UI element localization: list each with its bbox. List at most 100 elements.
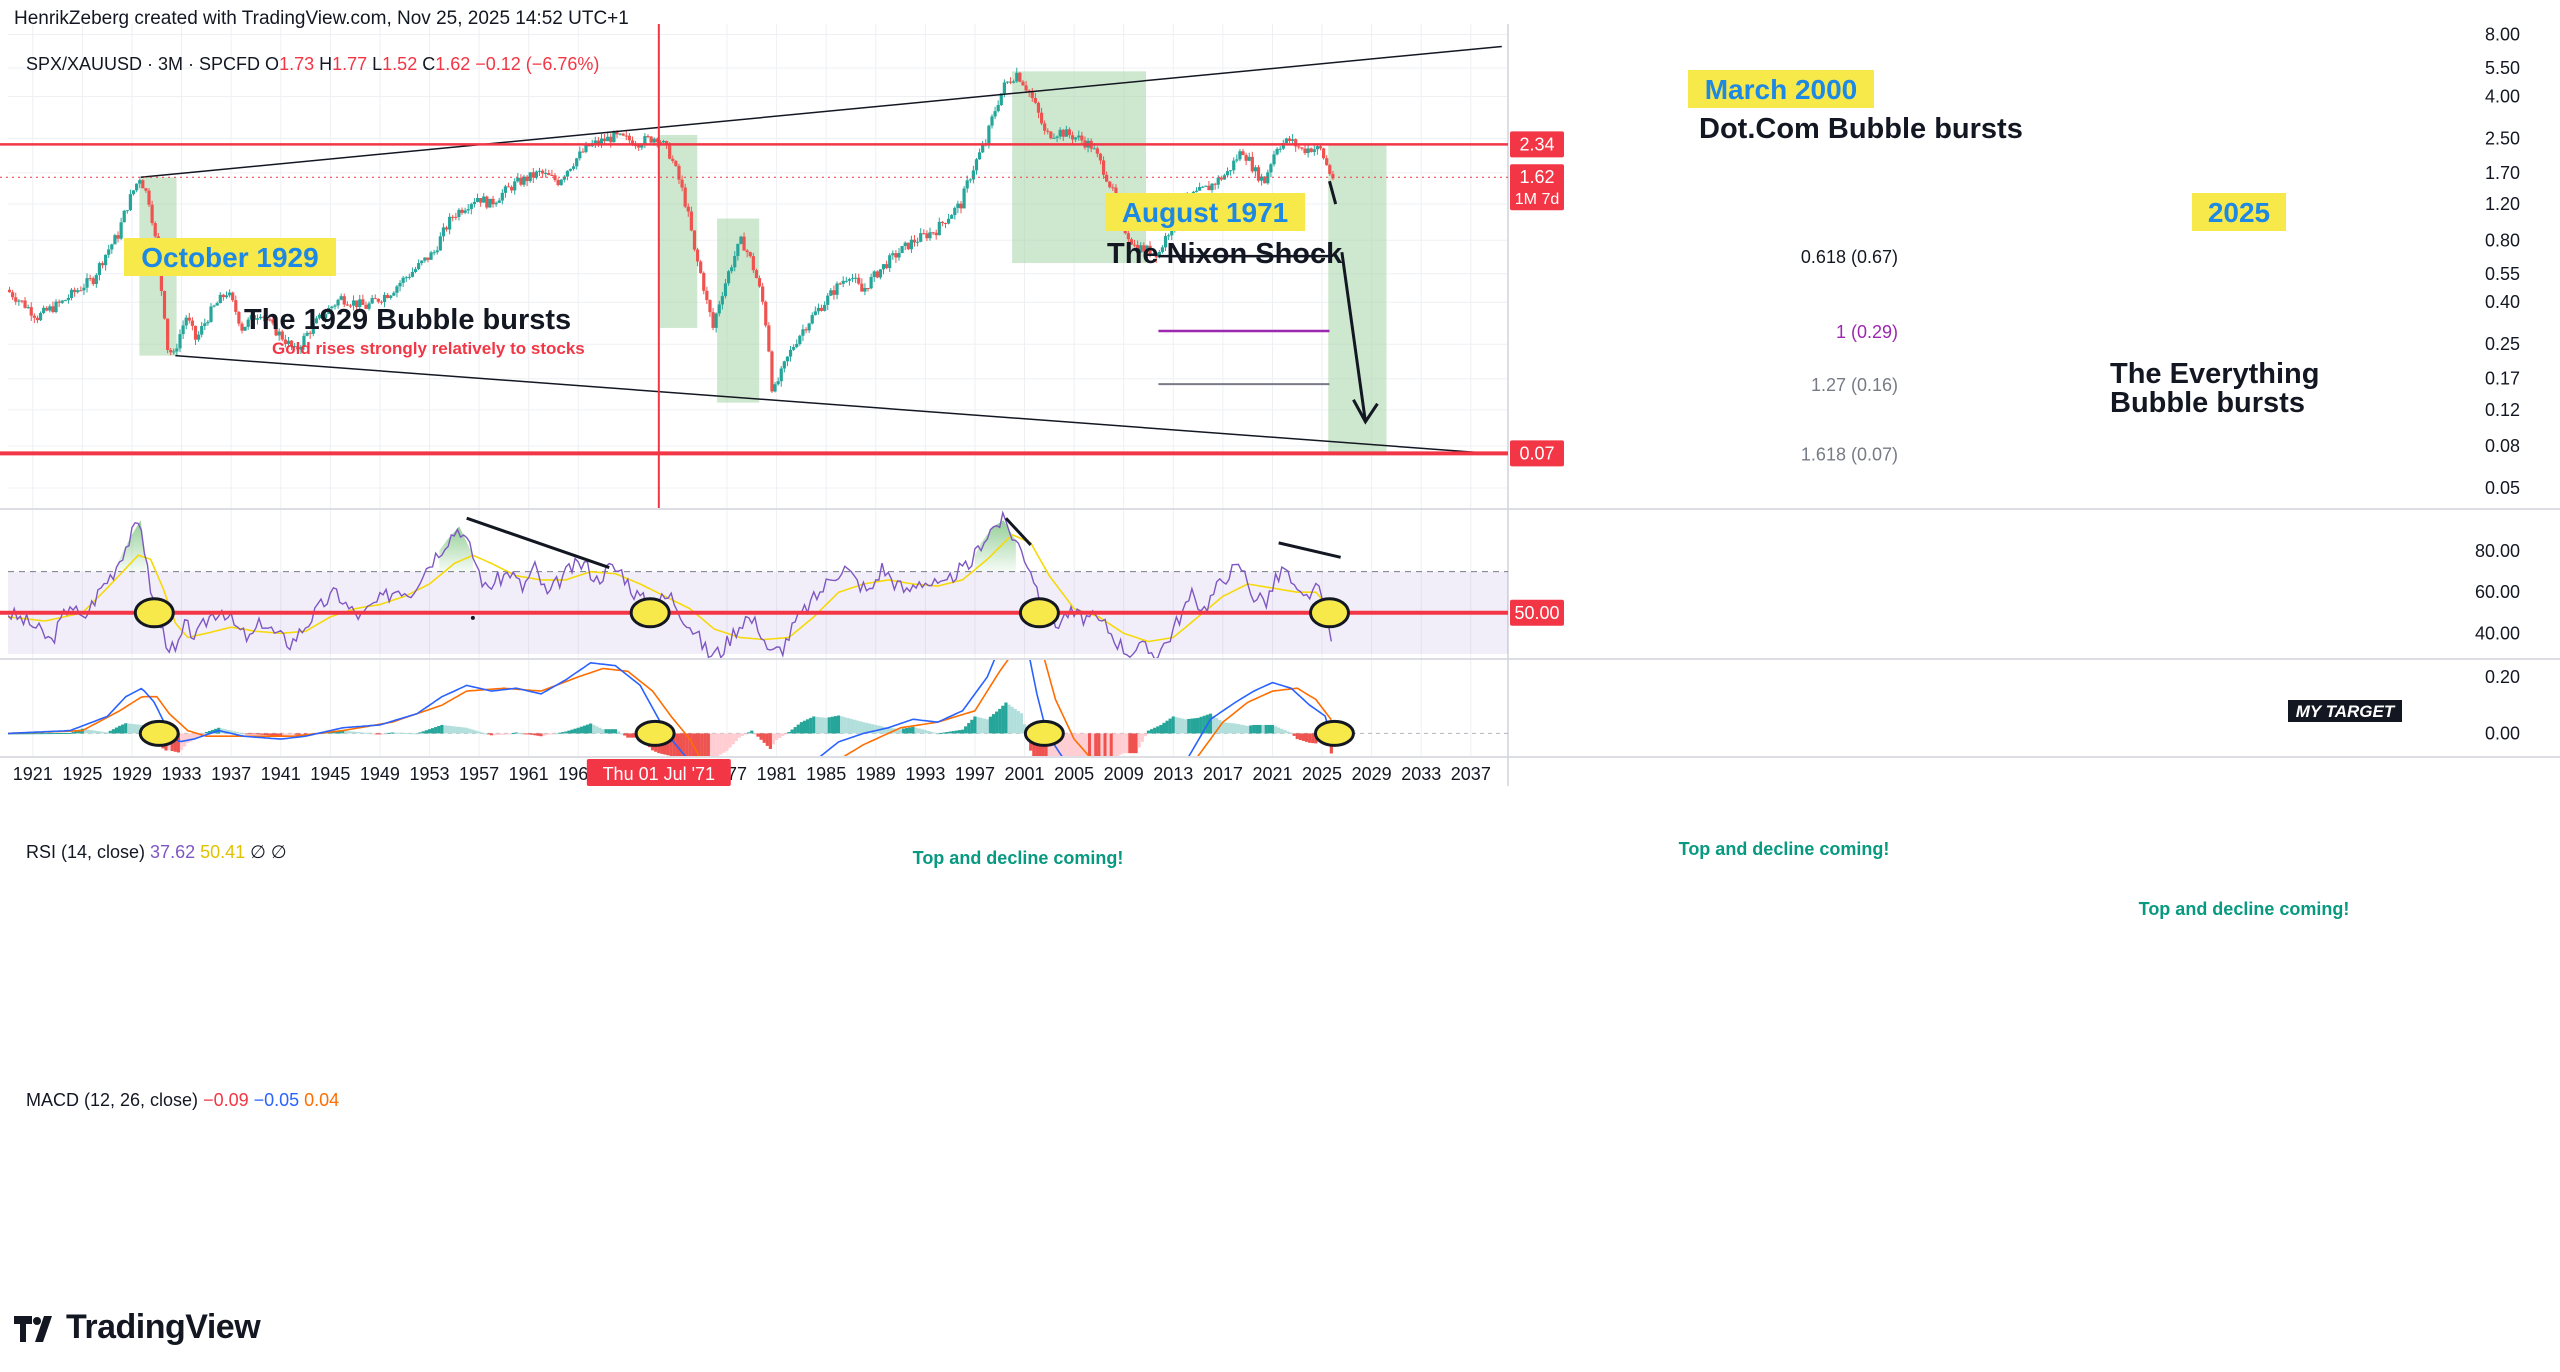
macd-hist-bar-138	[434, 727, 438, 734]
macd-hist-bar-238	[744, 733, 748, 735]
macd-hist-bar-145	[455, 726, 459, 734]
candle-body-277	[866, 288, 870, 290]
macd-hist-bar-128	[403, 732, 407, 734]
macd-cross-marker-1	[634, 719, 676, 747]
candle-body-342	[1067, 129, 1072, 136]
macd-hist-bar-146	[458, 727, 463, 734]
macd-hist-bar-368	[1146, 730, 1151, 734]
label-october-1929-bg	[124, 238, 336, 276]
candle-body-183	[575, 158, 579, 167]
macd-hist-bar-28	[93, 730, 97, 734]
macd-cross-marker-3	[1313, 719, 1355, 747]
candle-body-20	[69, 289, 74, 298]
candle-body-409	[1275, 148, 1279, 155]
rsi-dot	[470, 615, 475, 620]
candle-body-338	[1055, 136, 1059, 138]
candle-body-366	[1142, 245, 1146, 252]
macd-hist-bar-184	[576, 727, 580, 734]
crosshair-date-label: Thu 01 Jul '71	[603, 764, 716, 784]
candle-body-374	[1167, 235, 1171, 237]
price-tick-1.20: 1.20	[2485, 194, 2520, 214]
candle-body-15	[54, 301, 58, 313]
candle-body-405	[1263, 176, 1267, 184]
macd-hist-bar-9	[34, 733, 38, 735]
macd-hist-bar-296	[923, 730, 927, 734]
candle-body-232	[726, 271, 731, 284]
candle-body-221	[692, 230, 697, 250]
label-everything-1: The Everything	[2110, 358, 2320, 390]
macd-hist-bar-127	[399, 732, 404, 734]
macd-hist-bar-37	[121, 724, 125, 734]
macd-hist-bar-303	[945, 732, 949, 734]
candle-body-154	[485, 196, 489, 208]
tradingview-logo[interactable]: TradingView	[14, 1308, 261, 1347]
candle-body-258	[807, 323, 811, 331]
crosshair-date-tag	[586, 759, 731, 786]
macd-hist-bar-257	[802, 720, 807, 734]
candle-body-398	[1241, 151, 1245, 156]
macd-hist-bar-360	[1122, 733, 1126, 754]
candle-body-247	[773, 384, 777, 392]
candle-body-17	[60, 300, 64, 303]
candle-body-27	[91, 278, 95, 285]
x-tick-1981: 1981	[757, 764, 797, 784]
macd-hist-bar-119	[375, 733, 379, 735]
candle-body-10	[38, 312, 43, 321]
x-tick-2005: 2005	[1054, 764, 1094, 784]
candle-body-190	[596, 140, 600, 144]
x-tick-1925: 1925	[62, 764, 102, 784]
macd-hist-bar-316	[985, 719, 989, 734]
macd-hist-bar-120	[378, 733, 382, 735]
macd-hist-bar-64	[204, 732, 208, 734]
candle-body-45	[147, 190, 151, 205]
candle-body-191	[599, 138, 604, 144]
candle-body-264	[826, 295, 830, 305]
candle-body-266	[832, 290, 836, 295]
candle-body-237	[742, 236, 746, 251]
macd-hist-bar-141	[443, 725, 447, 734]
macd-hist-bar-176	[551, 733, 556, 735]
candle-body-29	[97, 263, 102, 276]
x-tick-2029: 2029	[1352, 764, 1392, 784]
macd-hist-bar-213	[666, 733, 670, 756]
candle-body-34	[113, 235, 117, 245]
macd-hist-bar-243	[759, 733, 763, 740]
symbol-line-part-2: 1.73	[279, 54, 319, 74]
candle-body-24	[82, 287, 86, 291]
macd-hist-bar-76	[241, 733, 246, 735]
macd-hist-bar-87	[276, 733, 280, 736]
candle-body-3	[17, 300, 21, 302]
candle-body-294	[919, 233, 923, 242]
candle-body-144	[454, 216, 458, 218]
rsi-pane	[0, 510, 1508, 658]
macd-hist-bar-217	[678, 733, 683, 756]
candle-body-372	[1160, 247, 1165, 253]
candle-body-75	[240, 323, 244, 331]
candle-body-211	[661, 141, 666, 143]
candle-body-340	[1061, 129, 1065, 137]
rsi-cross-marker-3	[1308, 597, 1350, 629]
macd-hist-bar-115	[362, 732, 367, 734]
candle-body-146	[460, 209, 464, 213]
macd-hist-bar-165	[517, 732, 521, 734]
macd-hist-bar-82	[260, 733, 264, 735]
candle-body-37	[122, 210, 126, 223]
candle-body-4	[20, 300, 24, 302]
price-tick-0.40: 0.40	[2485, 292, 2520, 312]
candle-body-185	[581, 151, 585, 153]
macd-hist-bar-84	[266, 733, 270, 736]
candle-body-31	[104, 254, 108, 266]
candle-body-196	[615, 131, 619, 135]
candle-body-367	[1145, 245, 1149, 252]
rsi-ma-line	[8, 533, 1332, 643]
macd-hist-bar-41	[133, 724, 137, 734]
macd-hist-bar-59	[189, 733, 193, 742]
macd-hist-bar-29	[96, 731, 100, 734]
candle-body-371	[1157, 252, 1161, 258]
candle-body-355	[1108, 181, 1112, 188]
macd-hist-bar-355	[1106, 733, 1110, 756]
macd-hist-bar-61	[195, 733, 199, 738]
candle-body-167	[525, 176, 529, 182]
candle-body-304	[950, 215, 954, 219]
